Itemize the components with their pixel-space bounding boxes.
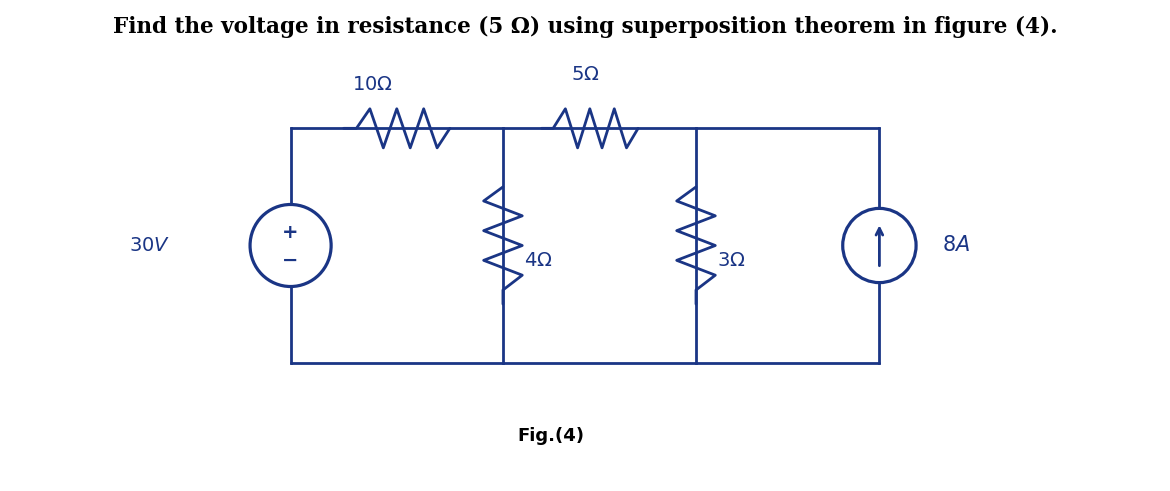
Text: +: +	[282, 223, 298, 242]
Text: −: −	[282, 250, 298, 270]
Text: Fig.(4): Fig.(4)	[517, 427, 585, 445]
Text: $5\Omega$: $5\Omega$	[571, 65, 599, 84]
Text: $10\Omega$: $10\Omega$	[352, 75, 393, 94]
Text: $4\Omega$: $4\Omega$	[524, 250, 552, 270]
Text: $3\Omega$: $3\Omega$	[717, 250, 745, 270]
Text: Find the voltage in resistance (5 Ω) using superposition theorem in figure (4).: Find the voltage in resistance (5 Ω) usi…	[112, 16, 1058, 38]
Text: $30V$: $30V$	[129, 236, 170, 255]
Text: $8A$: $8A$	[942, 236, 970, 255]
